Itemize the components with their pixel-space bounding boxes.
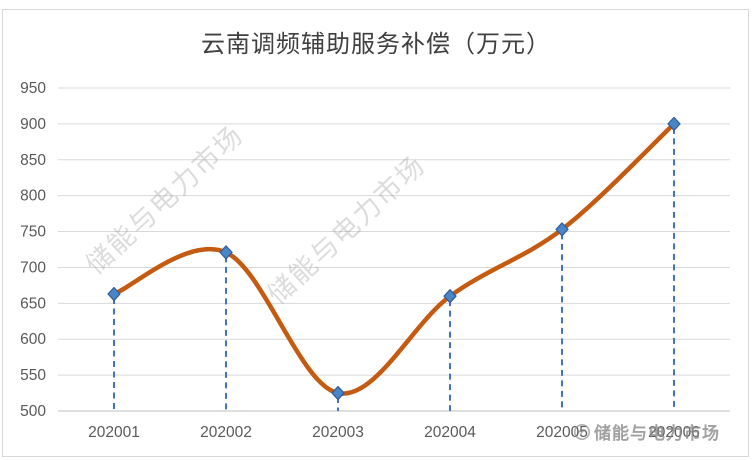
y-tick-label: 700: [20, 259, 46, 276]
y-tick-label: 650: [20, 295, 46, 312]
y-tick-label: 550: [20, 367, 46, 384]
y-tick-label: 800: [20, 188, 46, 205]
y-tick-label: 500: [20, 403, 46, 420]
x-tick-label: 202001: [88, 424, 140, 441]
x-tick-label: 202003: [312, 424, 364, 441]
y-tick-label: 950: [20, 80, 46, 97]
data-point-marker: [443, 289, 457, 304]
data-point-marker: [555, 222, 569, 237]
x-tick-label: 202004: [424, 424, 476, 441]
chart-border: [2, 9, 749, 457]
data-point-marker: [331, 385, 345, 401]
y-tick-label: 600: [20, 331, 46, 348]
y-tick-label: 750: [20, 224, 46, 241]
data-point-marker: [107, 286, 121, 302]
watermark-bottom: 储能与电力市场: [573, 419, 720, 444]
y-tick-label: 900: [20, 116, 46, 133]
x-tick-label: 202006: [648, 424, 700, 441]
swirl-logo-icon: [574, 423, 590, 440]
data-point-marker: [219, 245, 233, 260]
watermark-bottom-text: 储能与电力市场: [594, 424, 720, 443]
chart-title: 云南调频辅助服务补偿（万元）: [201, 31, 551, 58]
data-point-marker: [667, 116, 681, 131]
y-tick-label: 850: [20, 152, 46, 169]
x-tick-label: 202002: [200, 424, 252, 441]
